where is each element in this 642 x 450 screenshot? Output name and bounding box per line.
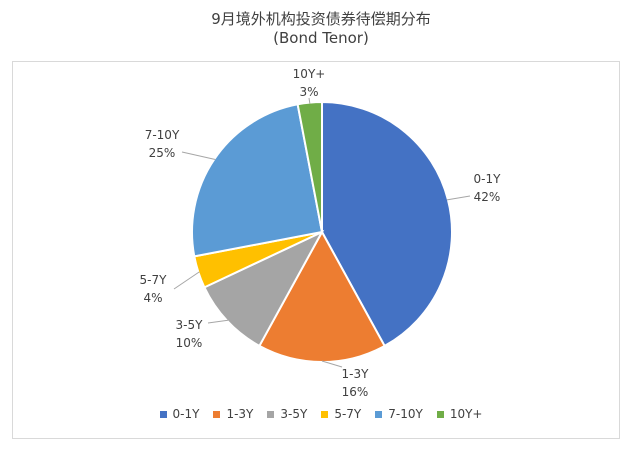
slice-category-label: 1-3Y bbox=[342, 367, 370, 381]
legend-label: 5-7Y bbox=[334, 407, 362, 421]
slice-value-label: 42% bbox=[474, 190, 501, 204]
legend-item-3-5y: 3-5Y bbox=[267, 407, 307, 421]
legend-item-1-3y: 1-3Y bbox=[213, 407, 253, 421]
chart-subtitle: (Bond Tenor) bbox=[273, 29, 369, 47]
slice-value-label: 25% bbox=[149, 146, 176, 160]
chart-title: 9月境外机构投资债券待偿期分布 bbox=[211, 10, 431, 28]
legend-swatch bbox=[267, 410, 275, 418]
legend-label: 0-1Y bbox=[172, 407, 200, 421]
leader-line bbox=[446, 195, 471, 201]
slice-category-label: 3-5Y bbox=[176, 318, 204, 332]
legend-label: 10Y+ bbox=[449, 407, 483, 421]
slice-value-label: 10% bbox=[176, 336, 203, 350]
slice-value-label: 3% bbox=[299, 85, 318, 99]
legend-swatch bbox=[321, 410, 329, 418]
legend-swatch bbox=[375, 410, 383, 418]
pie-slice-1-3y bbox=[258, 229, 386, 363]
leader-line bbox=[308, 97, 311, 104]
legend-item-0-1y: 0-1Y bbox=[159, 407, 200, 421]
slice-category-label: 0-1Y bbox=[474, 172, 502, 186]
legend-item-5-7y: 5-7Y bbox=[321, 407, 361, 421]
slice-value-label: 4% bbox=[143, 291, 162, 305]
legend-label: 3-5Y bbox=[280, 407, 308, 421]
leader-line bbox=[181, 151, 216, 160]
legend-item-7-10y: 7-10Y bbox=[375, 407, 423, 421]
legend-swatch bbox=[436, 410, 444, 418]
legend-label: 7-10Y bbox=[388, 407, 423, 421]
legend-swatch bbox=[213, 410, 221, 418]
legend-label: 1-3Y bbox=[226, 407, 254, 421]
leader-line bbox=[207, 319, 229, 324]
slice-value-label: 16% bbox=[342, 385, 369, 399]
legend-item-10yplus: 10Y+ bbox=[436, 407, 483, 421]
chart-legend: 0-1Y 1-3Y 3-5Y 5-7Y 7-10Y 10Y+ bbox=[0, 407, 642, 421]
slice-category-label: 10Y+ bbox=[293, 67, 326, 81]
leader-line bbox=[173, 271, 200, 290]
legend-swatch bbox=[159, 410, 167, 418]
slice-category-label: 7-10Y bbox=[145, 128, 180, 142]
pie-slice-3-5y bbox=[203, 229, 325, 348]
leader-line bbox=[321, 360, 343, 368]
slice-category-label: 5-7Y bbox=[140, 273, 168, 287]
